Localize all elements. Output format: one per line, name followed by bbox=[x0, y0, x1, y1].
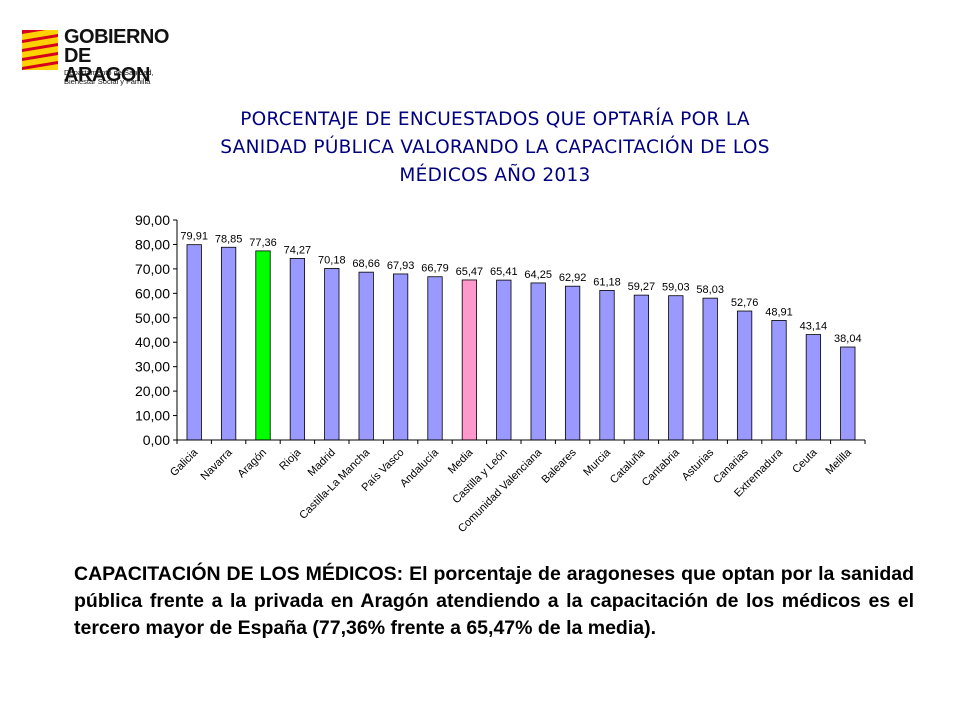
x-tick-label: Media bbox=[446, 446, 476, 476]
bar bbox=[668, 295, 684, 441]
aragon-flag-icon bbox=[22, 30, 58, 70]
chart-title-line3: MÉDICOS AÑO 2013 bbox=[399, 165, 591, 186]
x-tick-label: Andalucía bbox=[398, 446, 442, 490]
bar bbox=[564, 285, 581, 441]
x-tick-label: Baleares bbox=[540, 446, 580, 486]
x-tick-label: Navarra bbox=[199, 446, 236, 483]
y-axis: 0,00 10,00 20,00 30,00 40,00 50,00 60,00 70,00 8… bbox=[135, 212, 178, 448]
x-tick-label: Madrid bbox=[306, 447, 338, 479]
bar-chart: 0,00 10,00 20,00 30,00 40,00 50,00 60,00 70,00 8… bbox=[135, 212, 866, 535]
logo-title: GOBIERNO DE ARAGON bbox=[64, 26, 172, 86]
data-label: 70,18 bbox=[318, 254, 346, 266]
logo-title-line2: DE ARAGON bbox=[64, 45, 150, 86]
x-tick-label: Ceuta bbox=[790, 446, 820, 476]
data-label: 65,47 bbox=[456, 266, 484, 278]
data-label: 68,66 bbox=[352, 258, 380, 270]
logo-title-line1: GOBIERNO bbox=[64, 26, 169, 48]
bar bbox=[599, 290, 615, 441]
data-label: 62,92 bbox=[559, 272, 587, 284]
x-tick-label: Cantabria bbox=[640, 446, 683, 489]
data-label: 52,76 bbox=[731, 297, 759, 309]
bar bbox=[771, 320, 787, 441]
bar bbox=[496, 279, 512, 441]
data-label: 58,03 bbox=[696, 284, 724, 296]
data-label: 67,93 bbox=[387, 260, 415, 272]
data-label: 78,85 bbox=[215, 233, 243, 245]
data-label: 65,41 bbox=[490, 266, 518, 278]
bar bbox=[392, 273, 409, 441]
chart-title-line2: SANIDAD PÚBLICA VALORANDO LA CAPACITACIÓ… bbox=[220, 137, 770, 158]
data-label: 43,14 bbox=[800, 321, 828, 333]
x-tick-label: Aragón bbox=[236, 447, 270, 481]
y-tick-label: 90,00 bbox=[135, 212, 170, 228]
logo-dept-line2: Bienestar Social y Familia bbox=[64, 76, 151, 86]
logo-dept-line1: Departamento de Sanidad, bbox=[64, 68, 154, 77]
y-tick-label: 80,00 bbox=[135, 236, 170, 252]
bar bbox=[736, 310, 753, 441]
data-label: 38,04 bbox=[834, 333, 862, 345]
data-label: 77,36 bbox=[249, 237, 277, 249]
bar bbox=[840, 346, 856, 441]
y-tick-label: 60,00 bbox=[135, 285, 170, 301]
data-label: 59,03 bbox=[662, 282, 690, 294]
y-tick-label: 40,00 bbox=[135, 334, 170, 350]
y-tick-label: 30,00 bbox=[135, 359, 170, 375]
data-label: 74,27 bbox=[284, 244, 312, 256]
x-tick-label: Rioja bbox=[277, 446, 304, 473]
data-label: 61,18 bbox=[593, 276, 621, 288]
bar bbox=[530, 282, 546, 441]
bar bbox=[702, 297, 718, 441]
gobierno-aragon-logo: GOBIERNO DE ARAGON Departamento de Sanid… bbox=[22, 22, 172, 92]
bar bbox=[324, 268, 340, 441]
y-tick-label: 0,00 bbox=[143, 432, 170, 448]
y-tick-label: 10,00 bbox=[135, 408, 170, 424]
data-label: 66,79 bbox=[421, 263, 449, 275]
y-tick-label: 70,00 bbox=[135, 261, 170, 277]
bar bbox=[220, 246, 237, 441]
bar bbox=[289, 258, 306, 441]
x-tick-label: Melilla bbox=[823, 446, 854, 477]
bar bbox=[805, 334, 822, 441]
chart-title-line1: PORCENTAJE DE ENCUESTADOS QUE OPTARÍA PO… bbox=[240, 109, 750, 130]
data-label: 48,91 bbox=[765, 306, 793, 318]
chart-title: PORCENTAJE DE ENCUESTADOS QUE OPTARÍA PO… bbox=[180, 106, 810, 190]
bar bbox=[186, 244, 202, 441]
y-tick-label: 20,00 bbox=[135, 383, 170, 399]
x-tick-label: Galicia bbox=[168, 446, 201, 479]
logo-department: Departamento de Sanidad, Bienestar Socia… bbox=[64, 68, 154, 86]
bar bbox=[633, 294, 650, 441]
data-label: 79,91 bbox=[180, 231, 208, 243]
bar bbox=[427, 276, 443, 441]
data-labels: 79,91 78,85 77,36 74,27 70,18 68,66 67,93 66,79… bbox=[180, 231, 861, 345]
bar bbox=[461, 279, 478, 441]
caption-text: CAPACITACIÓN DE LOS MÉDICOS: El porcenta… bbox=[74, 563, 914, 639]
bar bbox=[358, 271, 374, 441]
bar bbox=[255, 250, 271, 441]
data-label: 64,25 bbox=[524, 269, 552, 281]
x-tick-label: Murcia bbox=[581, 446, 613, 478]
y-tick-label: 50,00 bbox=[135, 310, 170, 326]
bars bbox=[186, 244, 856, 441]
data-label: 59,27 bbox=[628, 281, 656, 293]
